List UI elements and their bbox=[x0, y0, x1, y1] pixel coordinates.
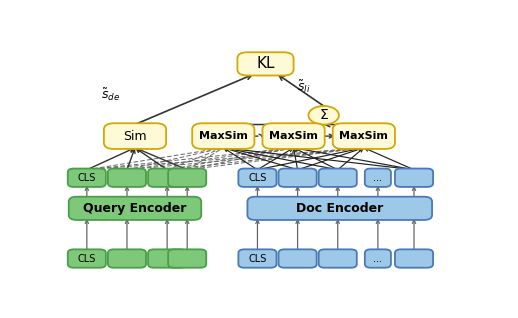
FancyBboxPatch shape bbox=[365, 169, 391, 187]
FancyBboxPatch shape bbox=[248, 197, 432, 220]
FancyBboxPatch shape bbox=[395, 169, 433, 187]
Text: ...: ... bbox=[373, 173, 382, 183]
Text: CLS: CLS bbox=[248, 253, 267, 264]
Text: $\tilde{s}_{de}$: $\tilde{s}_{de}$ bbox=[102, 86, 121, 103]
FancyBboxPatch shape bbox=[104, 123, 166, 149]
Text: MaxSim: MaxSim bbox=[269, 131, 318, 141]
FancyBboxPatch shape bbox=[238, 249, 277, 268]
FancyBboxPatch shape bbox=[68, 249, 106, 268]
FancyBboxPatch shape bbox=[148, 249, 186, 268]
FancyBboxPatch shape bbox=[237, 52, 294, 75]
FancyBboxPatch shape bbox=[238, 169, 277, 187]
FancyBboxPatch shape bbox=[365, 249, 391, 268]
Text: Σ: Σ bbox=[319, 108, 328, 122]
FancyBboxPatch shape bbox=[68, 169, 106, 187]
Text: Query Encoder: Query Encoder bbox=[83, 202, 186, 215]
FancyBboxPatch shape bbox=[395, 249, 433, 268]
Text: Sim: Sim bbox=[123, 130, 147, 142]
FancyBboxPatch shape bbox=[108, 169, 146, 187]
FancyBboxPatch shape bbox=[168, 169, 206, 187]
FancyBboxPatch shape bbox=[168, 249, 206, 268]
Text: CLS: CLS bbox=[248, 173, 267, 183]
FancyBboxPatch shape bbox=[279, 249, 316, 268]
Text: ...: ... bbox=[373, 253, 382, 264]
FancyBboxPatch shape bbox=[319, 169, 357, 187]
FancyBboxPatch shape bbox=[69, 197, 201, 220]
Text: $\tilde{s}_{li}$: $\tilde{s}_{li}$ bbox=[297, 79, 310, 95]
Text: MaxSim: MaxSim bbox=[339, 131, 388, 141]
FancyBboxPatch shape bbox=[192, 123, 254, 149]
FancyBboxPatch shape bbox=[108, 249, 146, 268]
FancyBboxPatch shape bbox=[319, 249, 357, 268]
Text: CLS: CLS bbox=[78, 173, 96, 183]
Text: KL: KL bbox=[256, 56, 275, 71]
Text: CLS: CLS bbox=[78, 253, 96, 264]
Text: MaxSim: MaxSim bbox=[199, 131, 248, 141]
Circle shape bbox=[308, 106, 339, 125]
FancyBboxPatch shape bbox=[333, 123, 395, 149]
FancyBboxPatch shape bbox=[148, 169, 186, 187]
FancyBboxPatch shape bbox=[279, 169, 316, 187]
FancyBboxPatch shape bbox=[263, 123, 325, 149]
Text: Doc Encoder: Doc Encoder bbox=[296, 202, 383, 215]
